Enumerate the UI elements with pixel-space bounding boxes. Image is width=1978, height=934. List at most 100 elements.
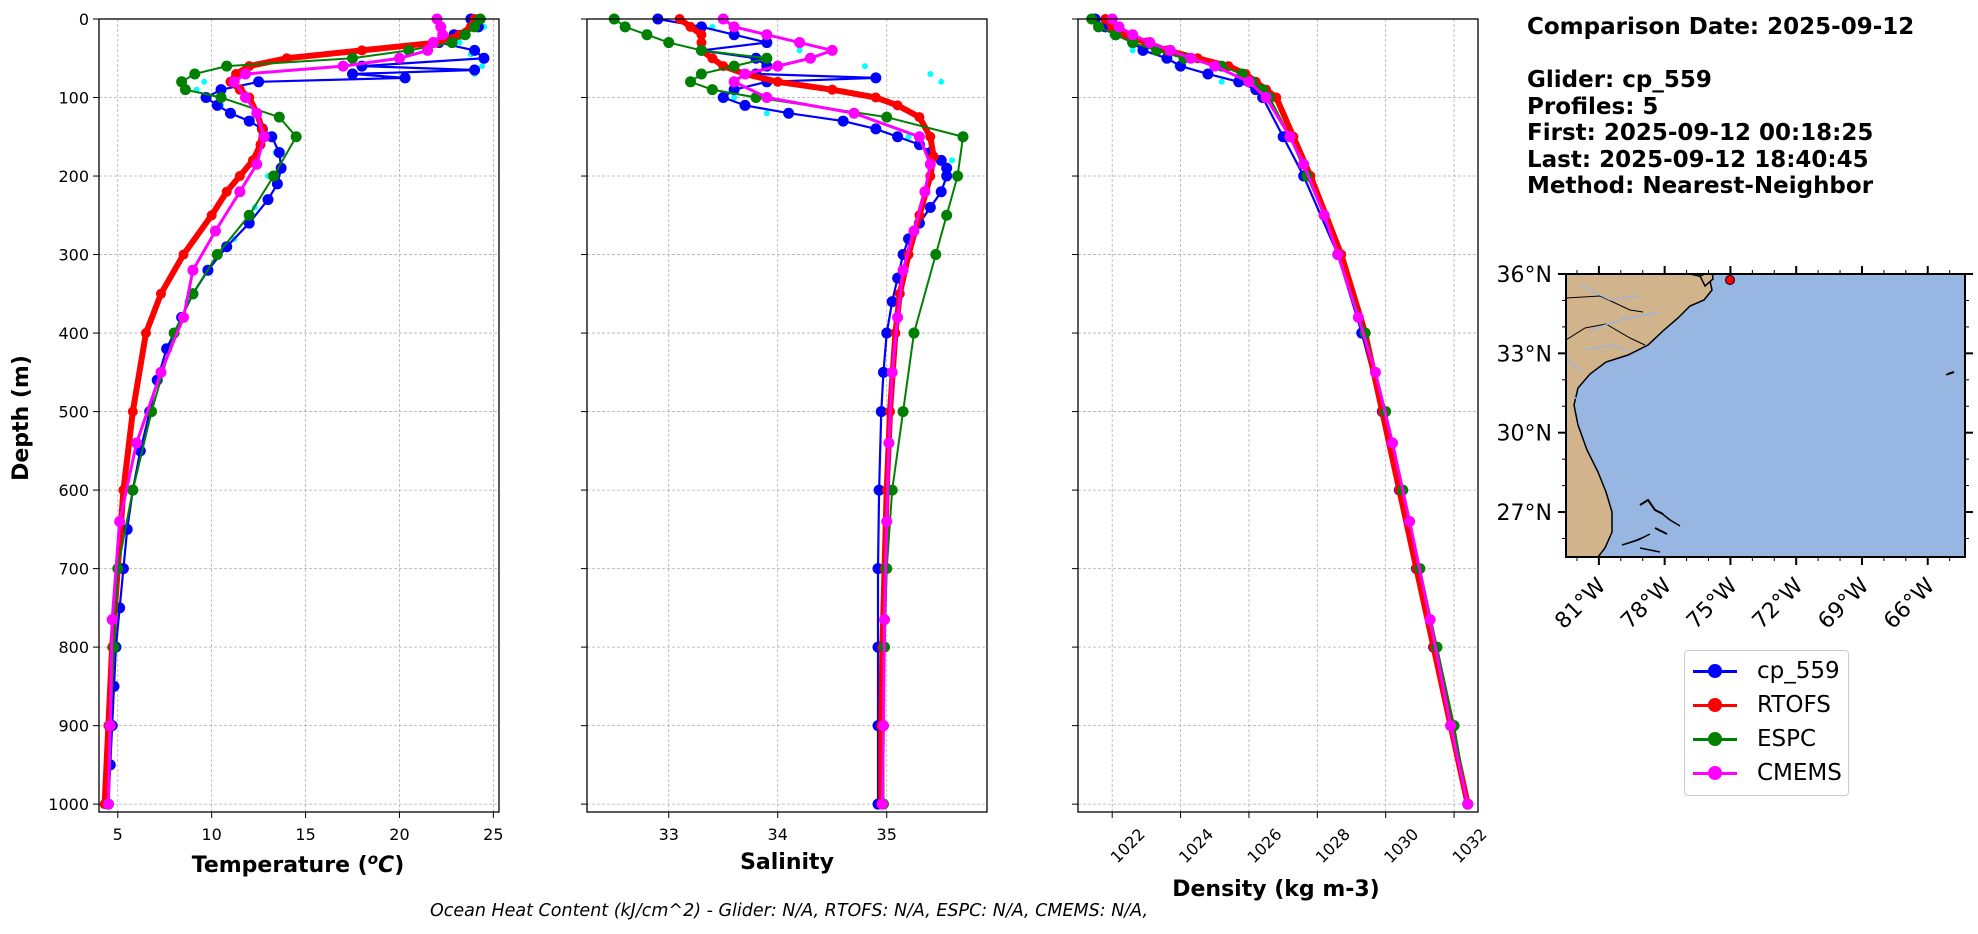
data-point xyxy=(268,170,280,182)
data-point xyxy=(106,614,118,626)
data-point xyxy=(215,84,227,96)
data-point xyxy=(206,210,217,221)
data-point xyxy=(209,225,221,237)
ocean-heat-content-footer: Ocean Heat Content (kJ/cm^2) - Glider: N… xyxy=(429,901,1149,921)
data-point xyxy=(262,194,274,206)
depth-axis-label: Depth (m) xyxy=(9,355,34,481)
data-point xyxy=(243,115,255,127)
data-point xyxy=(356,45,367,56)
y-tick-label: 300 xyxy=(58,246,89,265)
legend-label: ESPC xyxy=(1757,726,1817,752)
data-point xyxy=(114,515,126,527)
data-point xyxy=(696,37,707,48)
data-point xyxy=(739,68,751,80)
data-point xyxy=(761,92,773,104)
data-point xyxy=(1185,52,1197,64)
data-point xyxy=(155,366,167,378)
data-point xyxy=(1332,249,1344,261)
data-point xyxy=(469,21,481,33)
y-tick-label: 100 xyxy=(58,89,89,108)
data-point xyxy=(925,131,936,142)
data-point xyxy=(127,406,138,417)
data-point xyxy=(761,37,773,49)
data-point xyxy=(393,52,405,64)
data-point xyxy=(427,37,439,49)
data-point xyxy=(290,131,302,143)
data-point xyxy=(695,44,707,56)
map-lon-label: 72°W xyxy=(1748,573,1809,634)
data-point xyxy=(140,328,151,339)
map-lat-label: 33°N xyxy=(1497,342,1552,367)
data-point xyxy=(347,68,359,80)
legend-marker xyxy=(1708,766,1722,780)
data-point xyxy=(952,170,964,182)
data-point xyxy=(234,171,245,182)
x-tick-label: 1022 xyxy=(1107,825,1149,867)
data-point xyxy=(178,249,189,260)
data-point xyxy=(1404,515,1416,527)
series-line xyxy=(107,18,482,805)
data-point xyxy=(695,68,707,80)
data-point xyxy=(941,170,953,182)
data-point xyxy=(804,52,816,64)
series-cmems xyxy=(102,13,449,810)
data-point xyxy=(1284,131,1296,143)
data-point xyxy=(179,84,191,96)
data-point xyxy=(913,131,925,143)
map-cape xyxy=(1698,274,1714,288)
data-point xyxy=(706,84,718,96)
data-point xyxy=(228,76,240,88)
data-point xyxy=(459,29,471,41)
data-point xyxy=(663,37,675,49)
data-point xyxy=(685,21,696,32)
data-point xyxy=(881,515,893,527)
data-point xyxy=(696,29,707,40)
data-point xyxy=(215,92,227,104)
data-point xyxy=(275,162,287,174)
data-point xyxy=(127,484,139,496)
legend-marker xyxy=(1708,664,1722,678)
legend-item-espc: ESPC xyxy=(1685,723,1848,757)
legend: cp_559 RTOFS ESPC CMEMS xyxy=(1684,650,1849,796)
data-point xyxy=(102,798,114,810)
data-point xyxy=(897,264,909,276)
data-point xyxy=(1424,614,1436,626)
temperature-axis-label: Temperature (oC) xyxy=(192,850,405,878)
data-point xyxy=(258,131,270,143)
x-tick-label: 25 xyxy=(483,825,503,844)
temperature-panel: 0 100 200 300 400 500 600 700 800 900 1000 5 10 15 20 2… xyxy=(48,10,503,844)
x-tick-label: 5 xyxy=(113,825,123,844)
data-point xyxy=(848,107,860,119)
x-tick-label: 15 xyxy=(295,825,315,844)
data-point xyxy=(728,60,740,72)
data-point xyxy=(446,37,458,49)
data-point xyxy=(211,249,223,261)
data-point xyxy=(927,70,934,77)
data-point xyxy=(1218,78,1225,85)
glider-position-marker[interactable] xyxy=(1725,275,1735,285)
data-point xyxy=(1318,209,1330,221)
data-point xyxy=(892,100,903,111)
data-point xyxy=(772,76,783,87)
y-tick-label: 900 xyxy=(58,717,89,736)
data-point xyxy=(253,76,265,88)
y-tick-label: 0 xyxy=(79,10,89,29)
y-tick-label: 700 xyxy=(58,560,89,579)
data-point xyxy=(772,60,784,72)
series-line xyxy=(107,18,486,805)
location-map: 36°N 33°N 30°N 27°N 81°W 78°W 75°W 72°W 69°W 66°W xyxy=(1497,263,1973,634)
data-point xyxy=(1129,47,1136,54)
data-point xyxy=(104,720,116,732)
data-point xyxy=(1260,92,1272,104)
profile-count: Profiles: 5 xyxy=(1527,93,1659,120)
comparison-date: Comparison Date: 2025-09-12 xyxy=(1527,14,1915,40)
map-frame xyxy=(1565,273,1966,558)
data-point xyxy=(908,225,920,237)
data-point xyxy=(935,186,947,198)
map-land xyxy=(1566,274,1713,557)
data-point xyxy=(1144,37,1156,49)
y-tick-label: 800 xyxy=(58,638,89,657)
x-tick-label: 1024 xyxy=(1175,825,1217,867)
data-point xyxy=(897,406,909,418)
data-point xyxy=(949,157,956,164)
